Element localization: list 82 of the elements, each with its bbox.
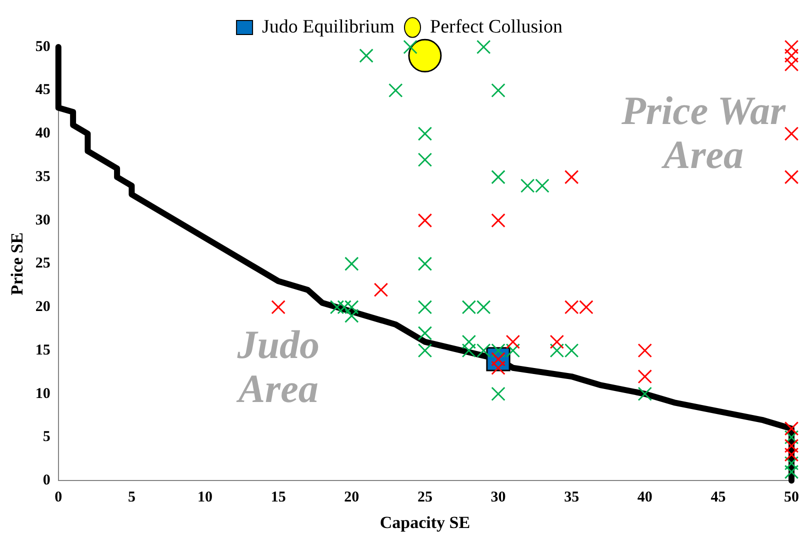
point bbox=[418, 326, 432, 340]
x-tick-label: 15 bbox=[270, 489, 286, 506]
point bbox=[462, 300, 476, 314]
point bbox=[550, 334, 564, 349]
point bbox=[784, 421, 799, 436]
point bbox=[418, 213, 432, 228]
point bbox=[462, 343, 476, 358]
annotation: Price War Area bbox=[620, 88, 787, 178]
point bbox=[330, 300, 344, 314]
point bbox=[564, 300, 579, 314]
x-tick-label: 5 bbox=[128, 489, 136, 506]
point bbox=[491, 83, 506, 98]
point bbox=[579, 300, 594, 314]
x-tick-label: 10 bbox=[198, 489, 213, 506]
point bbox=[462, 334, 476, 349]
point bbox=[337, 300, 352, 314]
x-tick-label: 25 bbox=[417, 489, 432, 506]
point bbox=[784, 430, 799, 444]
x-tick-label: 50 bbox=[784, 489, 799, 506]
y-tick-label: 10 bbox=[35, 386, 50, 402]
point bbox=[784, 447, 799, 462]
point bbox=[550, 343, 564, 358]
point bbox=[491, 360, 506, 375]
point bbox=[506, 334, 520, 349]
point bbox=[418, 126, 432, 141]
point bbox=[784, 464, 799, 480]
point bbox=[418, 152, 432, 167]
point bbox=[784, 126, 799, 141]
point bbox=[374, 282, 388, 297]
legend-label: Perfect Collusion bbox=[430, 16, 563, 38]
x-tick-label: 30 bbox=[490, 489, 506, 506]
y-tick-label: 15 bbox=[35, 342, 50, 358]
point bbox=[564, 170, 579, 184]
legend-label: Judo Equilibrium bbox=[262, 16, 395, 38]
y-tick-label: 35 bbox=[35, 168, 50, 185]
point bbox=[638, 343, 652, 358]
point bbox=[476, 300, 491, 314]
point bbox=[491, 170, 506, 184]
point bbox=[784, 170, 799, 184]
x-tick-label: 45 bbox=[710, 489, 726, 506]
x-tick-label: 35 bbox=[564, 489, 580, 506]
point bbox=[506, 343, 520, 358]
point bbox=[271, 300, 286, 314]
y-tick-label: 40 bbox=[35, 126, 50, 142]
y-axis-title: Price SE bbox=[8, 232, 27, 296]
point bbox=[359, 48, 374, 63]
annotation: Judo Area bbox=[235, 322, 320, 412]
x-tick-label: 0 bbox=[54, 489, 62, 506]
y-tick-label: 5 bbox=[42, 429, 50, 446]
point bbox=[344, 256, 359, 271]
point bbox=[784, 48, 799, 63]
y-tick-label: 0 bbox=[42, 472, 50, 488]
point bbox=[784, 456, 799, 470]
x-tick-label: 40 bbox=[637, 489, 652, 506]
point bbox=[491, 386, 506, 401]
point bbox=[638, 369, 652, 384]
y-tick-label: 20 bbox=[35, 299, 50, 316]
point bbox=[784, 57, 799, 72]
point bbox=[418, 256, 432, 271]
point bbox=[535, 178, 550, 193]
point bbox=[476, 40, 491, 54]
point bbox=[638, 386, 652, 401]
point bbox=[388, 83, 403, 98]
point bbox=[520, 178, 535, 193]
x-axis-title: Capacity SE bbox=[380, 513, 470, 532]
point bbox=[418, 343, 432, 358]
point bbox=[408, 38, 442, 72]
y-tick-label: 25 bbox=[35, 256, 50, 272]
x-tick-label: 20 bbox=[344, 489, 360, 506]
point bbox=[403, 40, 418, 54]
y-tick-label: 50 bbox=[35, 38, 50, 55]
point bbox=[418, 300, 432, 314]
point bbox=[784, 438, 799, 454]
y-tick-label: 30 bbox=[35, 212, 50, 228]
point bbox=[344, 300, 359, 314]
y-tick-label: 45 bbox=[35, 82, 50, 98]
point bbox=[491, 213, 506, 228]
point bbox=[564, 343, 579, 358]
point bbox=[491, 343, 506, 358]
point bbox=[476, 343, 491, 358]
point bbox=[344, 308, 359, 323]
point bbox=[784, 40, 799, 54]
